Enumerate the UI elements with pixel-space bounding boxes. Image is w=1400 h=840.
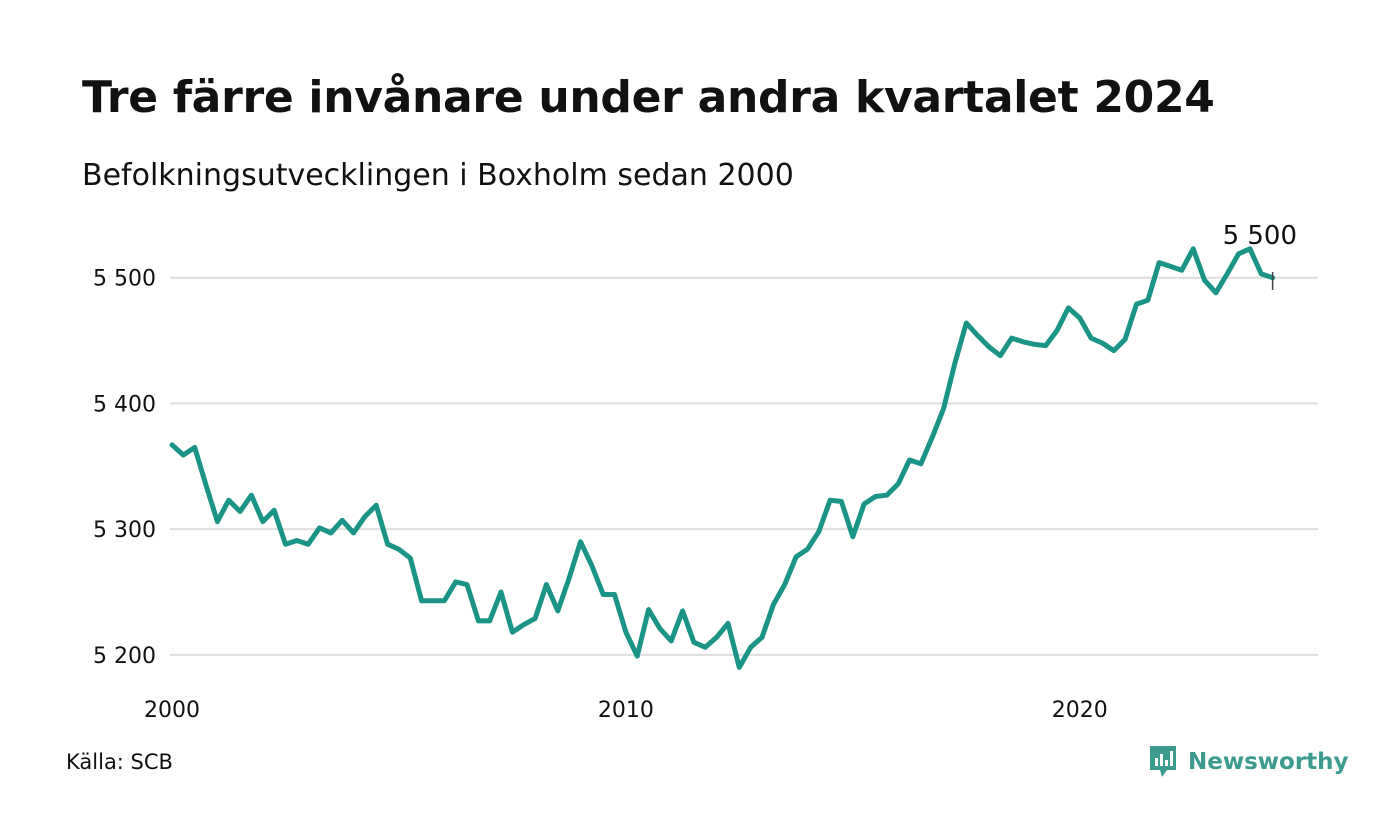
x-tick-label: 2010 (598, 698, 654, 723)
x-axis-tick-labels: 2000 2010 2020 (144, 698, 1108, 723)
data-series (169, 246, 1276, 670)
y-tick-label: 5 300 (93, 518, 156, 543)
newsworthy-logo-icon (1150, 746, 1176, 777)
source-note: Källa: SCB (66, 750, 173, 774)
x-tick-label: 2000 (144, 698, 200, 723)
annotation-label: 5 500 (1223, 221, 1297, 251)
y-tick-label: 5 500 (93, 267, 156, 292)
x-tick-label: 2020 (1052, 698, 1108, 723)
chart-title: Tre färre invånare under andra kvartalet… (82, 72, 1215, 123)
last-value-annotation: 5 500 (1223, 221, 1297, 290)
logo-text: Newsworthy (1188, 749, 1349, 775)
series-line (169, 246, 1276, 670)
y-axis-tick-labels: 5 200 5 300 5 400 5 500 (93, 267, 156, 669)
newsworthy-logo: Newsworthy (1148, 742, 1349, 782)
chart-subtitle: Befolkningsutvecklingen i Boxholm sedan … (82, 158, 794, 193)
y-tick-label: 5 400 (93, 392, 156, 417)
gridlines (170, 276, 1318, 656)
y-tick-label: 5 200 (93, 644, 156, 669)
